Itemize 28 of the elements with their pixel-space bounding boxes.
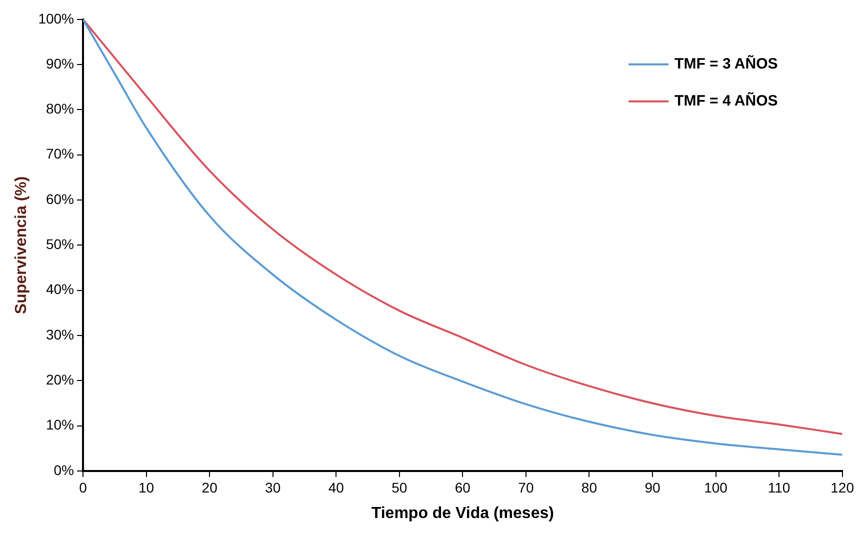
y-tick-label: 50% (46, 236, 74, 252)
y-tick-label: 10% (46, 416, 74, 433)
y-tick-label: 30% (46, 326, 74, 342)
x-tick-label: 100 (704, 479, 728, 496)
x-tick-label: 120 (830, 479, 854, 496)
y-tick-label: 70% (46, 146, 74, 162)
x-tick-label: 40 (328, 479, 344, 496)
y-tick-label: 40% (46, 281, 74, 298)
y-tick-label: 60% (46, 190, 74, 207)
y-tick-label: 100% (38, 10, 74, 26)
y-tick-label: 90% (46, 55, 74, 72)
x-tick-label: 60 (454, 479, 471, 496)
legend-label: TMF = 4 AÑOS (674, 92, 778, 110)
x-tick-label: 20 (202, 479, 218, 496)
y-tick-label: 80% (46, 100, 74, 117)
x-tick-label: 30 (265, 479, 281, 496)
legend-label: TMF = 3 AÑOS (674, 54, 778, 73)
x-axis-title: Tiempo de Vida (meses) (371, 504, 554, 522)
x-tick-label: 80 (581, 479, 598, 496)
y-tick-label: 20% (46, 372, 74, 388)
x-tick-label: 10 (138, 479, 154, 496)
y-axis-title: Supervivencia (%) (13, 176, 30, 314)
x-tick-label: 90 (644, 479, 660, 496)
x-tick-label: 0 (79, 479, 88, 496)
x-tick-label: 50 (392, 479, 408, 496)
y-tick-label: 0% (54, 462, 74, 478)
x-tick-label: 110 (768, 479, 790, 496)
x-tick-label: 70 (518, 479, 534, 496)
